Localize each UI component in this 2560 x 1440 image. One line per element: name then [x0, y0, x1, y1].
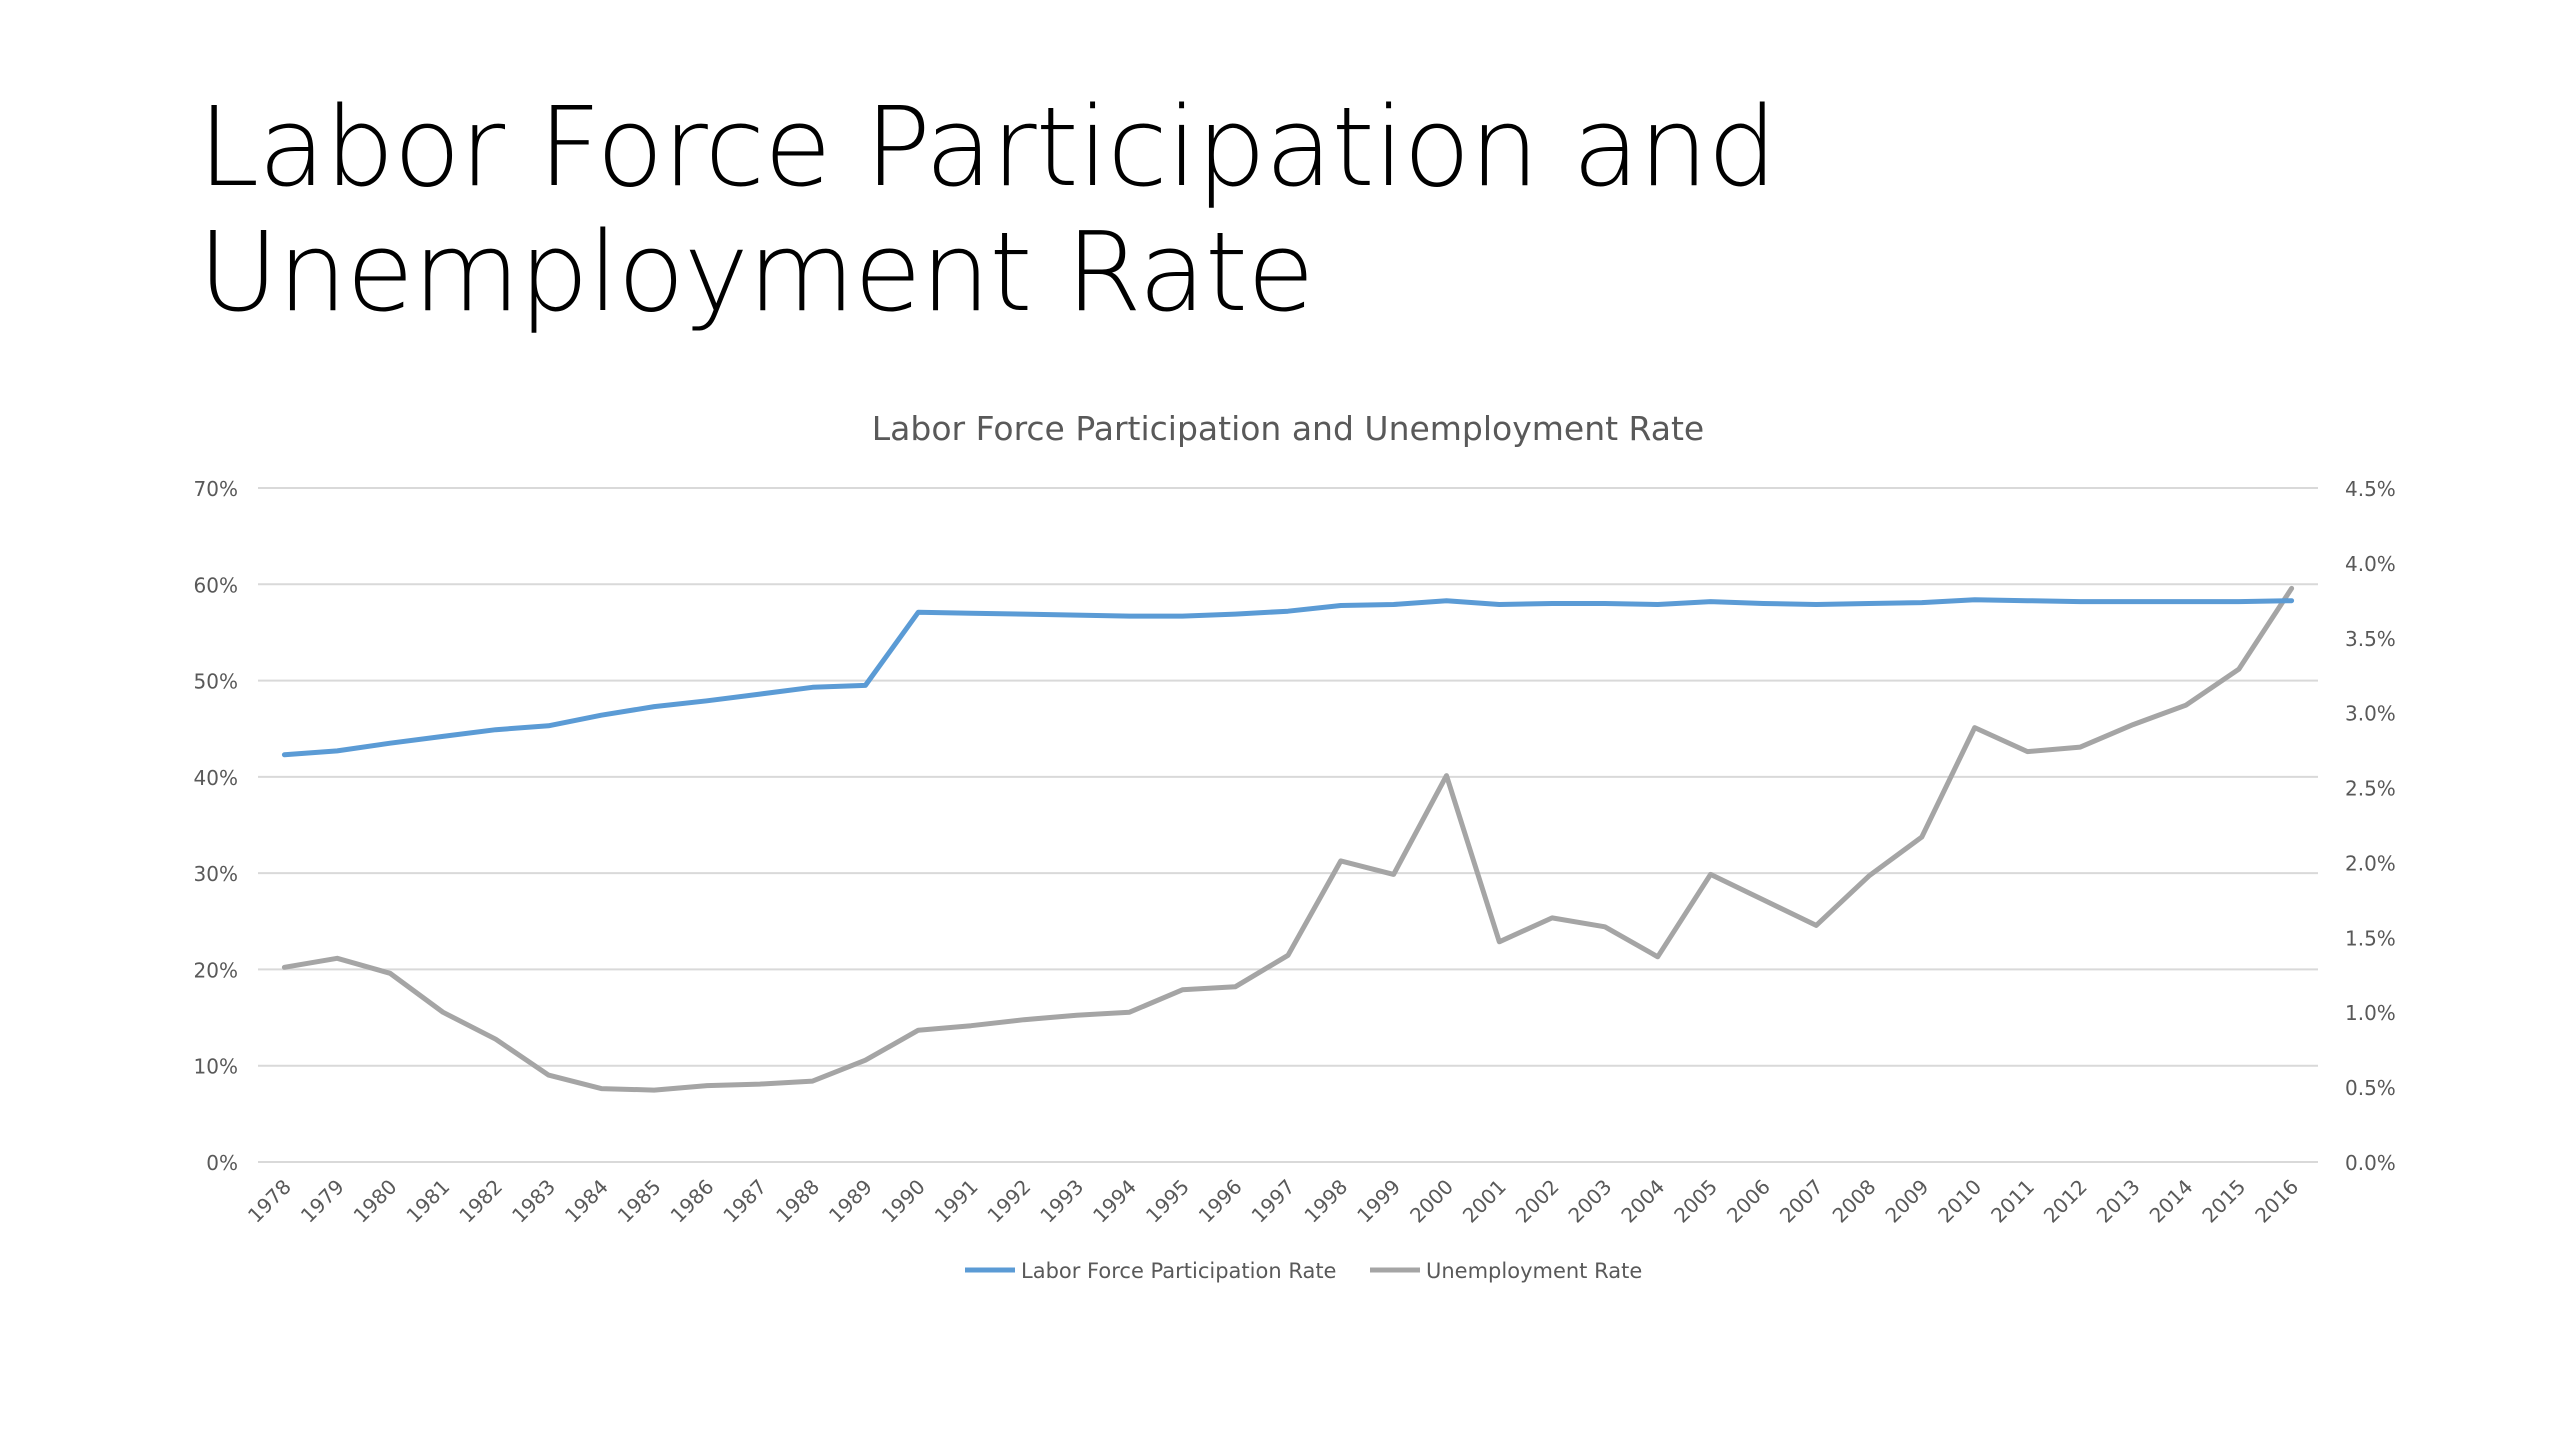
series-line-unemployment	[281, 585, 2295, 1093]
x-axis-tick-label: 1992	[982, 1175, 1035, 1228]
slide-title: Labor Force Participation and Unemployme…	[198, 83, 1777, 336]
right-axis-tick-label: 1.0%	[2345, 1001, 2396, 1025]
x-axis-tick-label: 1983	[507, 1175, 560, 1228]
x-axis-tick-label: 1981	[401, 1175, 454, 1228]
x-axis-tick-label: 2013	[2092, 1175, 2145, 1228]
right-axis-tick-label: 3.5%	[2345, 627, 2396, 651]
gridlines	[258, 487, 2318, 1163]
legend-label: Labor Force Participation Rate	[1021, 1259, 1336, 1283]
x-axis-tick-label: 1987	[718, 1175, 771, 1228]
x-axis-tick-label: 2010	[1933, 1175, 1986, 1228]
x-axis-tick-label: 1982	[454, 1175, 507, 1228]
x-axis-tick-label: 2014	[2145, 1175, 2198, 1228]
x-axis-tick-label: 1990	[877, 1175, 930, 1228]
right-axis-tick-label: 3.0%	[2345, 702, 2396, 726]
x-axis-tick-label: 2004	[1616, 1175, 1669, 1228]
right-axis-tick-label: 1.5%	[2345, 926, 2396, 950]
x-axis-tick-label: 1980	[349, 1175, 402, 1228]
x-axis-tick-label: 1991	[930, 1175, 983, 1228]
x-axis-tick-label: 1986	[666, 1175, 719, 1228]
x-axis-tick-label: 1989	[824, 1175, 877, 1228]
x-axis-tick-label: 1995	[1141, 1175, 1194, 1228]
x-axis-tick-label: 1985	[613, 1175, 666, 1228]
x-axis-tick-label: 2008	[1828, 1175, 1881, 1228]
left-axis-tick-label: 50%	[194, 670, 238, 694]
series-line-labor-force-participation	[281, 597, 2295, 758]
x-axis-tick-label: 1999	[1352, 1175, 1405, 1228]
left-axis-tick-label: 40%	[194, 766, 238, 790]
x-axis-tick-label: 2005	[1669, 1175, 1722, 1228]
x-axis-tick-label: 1979	[296, 1175, 349, 1228]
x-axis-tick-label: 2000	[1405, 1175, 1458, 1228]
x-axis-tick-label: 1993	[1035, 1175, 1088, 1228]
x-axis-tick-label: 2016	[2250, 1175, 2303, 1228]
x-axis-tick-label: 2009	[1880, 1175, 1933, 1228]
right-axis-tick-label: 0.5%	[2345, 1076, 2396, 1100]
x-axis-tick-label: 1994	[1088, 1175, 1141, 1228]
series-lines	[281, 585, 2295, 1093]
left-axis-tick-label: 70%	[194, 477, 238, 501]
right-axis-tick-label: 0.0%	[2345, 1151, 2396, 1175]
x-axis-tick-label: 1984	[560, 1175, 613, 1228]
left-axis-tick-label: 10%	[194, 1055, 238, 1079]
left-axis-tick-label: 20%	[194, 958, 238, 982]
legend: Labor Force Participation Rate Unemployme…	[965, 1259, 1642, 1283]
left-axis-ticks: 0% 10% 20% 30% 40% 50% 60% 70%	[194, 477, 238, 1175]
chart-title: Labor Force Participation and Unemployme…	[872, 409, 1704, 448]
x-axis-tick-label: 2003	[1563, 1175, 1616, 1228]
x-axis-tick-label: 1998	[1299, 1175, 1352, 1228]
left-axis-tick-label: 30%	[194, 862, 238, 886]
x-axis-tick-label: 2012	[2039, 1175, 2092, 1228]
right-axis-ticks: 0.0% 0.5% 1.0% 1.5% 2.0% 2.5% 3.0% 3.5% 4.0% 4.5%	[2345, 477, 2396, 1175]
x-axis-tick-label: 1988	[771, 1175, 824, 1228]
legend-label: Unemployment Rate	[1426, 1259, 1642, 1283]
x-axis-tick-label: 2006	[1722, 1175, 1775, 1228]
x-axis-tick-label: 2007	[1775, 1175, 1828, 1228]
right-axis-tick-label: 2.5%	[2345, 777, 2396, 801]
x-axis-tick-label: 1996	[1194, 1175, 1247, 1228]
left-axis-tick-label: 60%	[194, 573, 238, 597]
right-axis-tick-label: 2.0%	[2345, 851, 2396, 875]
x-axis-tick-label: 1978	[243, 1175, 296, 1228]
x-axis-tick-label: 2001	[1458, 1175, 1511, 1228]
x-axis-tick-label: 2011	[1986, 1175, 2039, 1228]
x-axis-ticks: 1978 1979 1980 1981 1982 1983 1984 1985 1986 1987…	[243, 1175, 2303, 1228]
right-axis-tick-label: 4.0%	[2345, 552, 2396, 576]
x-axis-tick-label: 2002	[1511, 1175, 1564, 1228]
right-axis-tick-label: 4.5%	[2345, 477, 2396, 501]
x-axis-tick-label: 2015	[2197, 1175, 2250, 1228]
x-axis-tick-label: 1997	[1247, 1175, 1300, 1228]
left-axis-tick-label: 0%	[206, 1151, 238, 1175]
